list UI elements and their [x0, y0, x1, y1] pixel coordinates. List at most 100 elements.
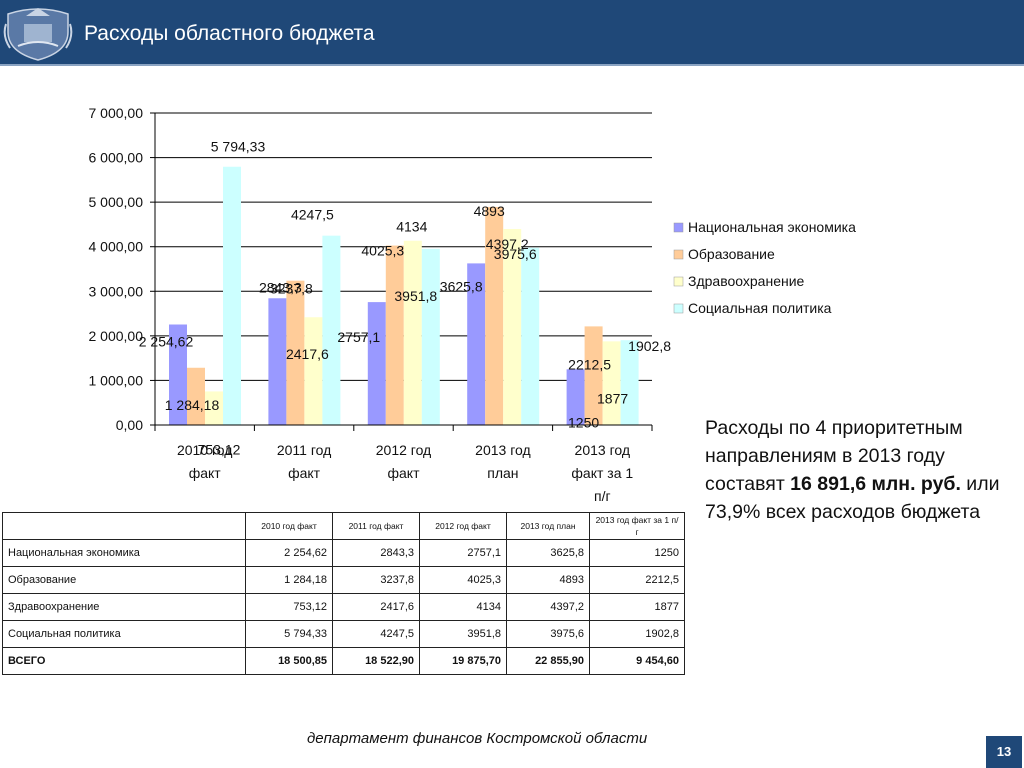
x-tick-label: 2011 год [277, 442, 331, 458]
bar [503, 229, 522, 425]
legend-label: Здравоохранение [688, 273, 805, 289]
data-label: 4397,2 [486, 236, 529, 252]
row-label: Национальная экономика [2, 539, 246, 567]
x-tick-label: факт за 1 [571, 465, 633, 481]
column-header: 2010 год факт [245, 512, 333, 540]
data-label: 3975,6 [494, 246, 537, 262]
table-cell: 2757,1 [419, 539, 507, 567]
table-cell: 4134 [419, 593, 507, 621]
table-cell: 1250 [589, 539, 685, 567]
column-header: 2011 год факт [332, 512, 420, 540]
table-cell: 4025,3 [419, 566, 507, 594]
x-tick-label: факт [388, 465, 421, 481]
header-bar: Расходы областного бюджета [0, 0, 1024, 66]
y-tick-label: 1 000,00 [89, 372, 144, 388]
summary-text: Расходы по 4 приоритетным направлениям в… [705, 417, 1000, 523]
y-tick-label: 5 000,00 [89, 194, 144, 210]
bar [467, 263, 486, 425]
data-label: 1902,8 [628, 338, 671, 354]
x-tick-label: 2010 год [177, 442, 232, 458]
bar [421, 248, 440, 425]
coat-of-arms-icon [3, 8, 73, 61]
bar [584, 326, 603, 425]
row-label: Здравоохранение [2, 593, 246, 621]
bar [602, 341, 621, 425]
y-tick-label: 2 000,00 [89, 328, 144, 344]
legend-swatch [673, 276, 684, 287]
table-cell: 3951,8 [419, 620, 507, 648]
legend-swatch [673, 249, 684, 260]
data-label: 4247,5 [291, 207, 334, 223]
table-cell: 3625,8 [506, 539, 590, 567]
x-tick-label: план [487, 465, 518, 481]
column-header: 2013 год план [506, 512, 590, 540]
data-label: 1 284,18 [165, 397, 220, 413]
bar [205, 391, 223, 425]
data-label: 3625,8 [440, 278, 483, 294]
x-tick-label: 2012 год [376, 442, 431, 458]
data-label: 1877 [597, 390, 628, 406]
data-label: 2212,5 [568, 356, 611, 372]
column-header: 2012 год факт [419, 512, 507, 540]
data-label: 5 794,33 [211, 139, 266, 155]
table-row: Национальная экономика 2 254,62 2843,3 2… [2, 539, 685, 567]
page-number: 13 [986, 736, 1022, 768]
y-tick-label: 0,00 [116, 417, 143, 433]
legend-label: Национальная экономика [688, 219, 856, 235]
x-tick-label: п/г [594, 488, 611, 504]
data-label: 3951,8 [394, 288, 437, 304]
table-cell: 3975,6 [506, 620, 590, 648]
table-cell: 22 855,90 [506, 647, 590, 675]
bar [223, 166, 241, 425]
summary-amount: 16 891,6 млн. руб. [790, 473, 961, 495]
y-tick-label: 6 000,00 [89, 150, 144, 166]
row-label: ВСЕГО [2, 647, 246, 675]
legend-swatch [673, 222, 684, 233]
data-label: 1250 [568, 414, 599, 430]
table-cell: 4247,5 [332, 620, 420, 648]
table-cell: 2 254,62 [245, 539, 333, 567]
bar [187, 367, 205, 425]
footer-text: департамент финансов Костромской области [307, 730, 648, 747]
table-row: Здравоохранение 753,12 2417,6 4134 4397,… [2, 593, 685, 621]
bar-chart: 0,00 1 000,00 2 000,00 3 000,00 4 000,00 5 00… [89, 105, 857, 504]
x-tick-label: 2013 год [475, 442, 530, 458]
data-label: 2843,3 [259, 279, 302, 295]
table-cell: 19 875,70 [419, 647, 507, 675]
row-label: Образование [2, 566, 246, 594]
y-tick-label: 3 000,00 [89, 283, 144, 299]
column-header: 2013 год факт за 1 п/г [589, 512, 685, 540]
table-cell: 2212,5 [589, 566, 685, 594]
y-tick-label: 4 000,00 [89, 239, 144, 255]
bar [620, 340, 639, 425]
bar [403, 240, 422, 425]
y-tick-label: 7 000,00 [89, 105, 144, 121]
table-corner [2, 512, 246, 540]
bar [385, 245, 404, 425]
data-label: 4134 [396, 219, 427, 235]
legend-label: Образование [688, 246, 775, 262]
bar [286, 280, 305, 425]
row-label: Социальная политика [2, 620, 246, 648]
bar [304, 317, 323, 425]
table-row: Социальная политика 5 794,33 4247,5 3951… [2, 620, 685, 648]
bar [566, 369, 585, 425]
data-label: 4025,3 [361, 243, 404, 259]
table-cell: 753,12 [245, 593, 333, 621]
table-cell: 4893 [506, 566, 590, 594]
table-cell: 18 522,90 [332, 647, 420, 675]
table-header-row: 2010 год факт 2011 год факт 2012 год фак… [2, 512, 685, 540]
table-cell: 5 794,33 [245, 620, 333, 648]
bar [485, 206, 504, 425]
bar [521, 247, 540, 425]
table-cell: 1877 [589, 593, 685, 621]
data-table: 2010 год факт 2011 год факт 2012 год фак… [2, 512, 685, 675]
data-label: 3237,8 [270, 281, 313, 297]
x-tick-label: факт [189, 465, 222, 481]
table-cell: 2843,3 [332, 539, 420, 567]
bar [322, 235, 341, 425]
data-label: 2757,1 [337, 329, 380, 345]
table-row: Образование 1 284,18 3237,8 4025,3 4893 … [2, 566, 685, 594]
table-cell: 9 454,60 [589, 647, 685, 675]
data-label: 2 254,62 [139, 334, 194, 350]
